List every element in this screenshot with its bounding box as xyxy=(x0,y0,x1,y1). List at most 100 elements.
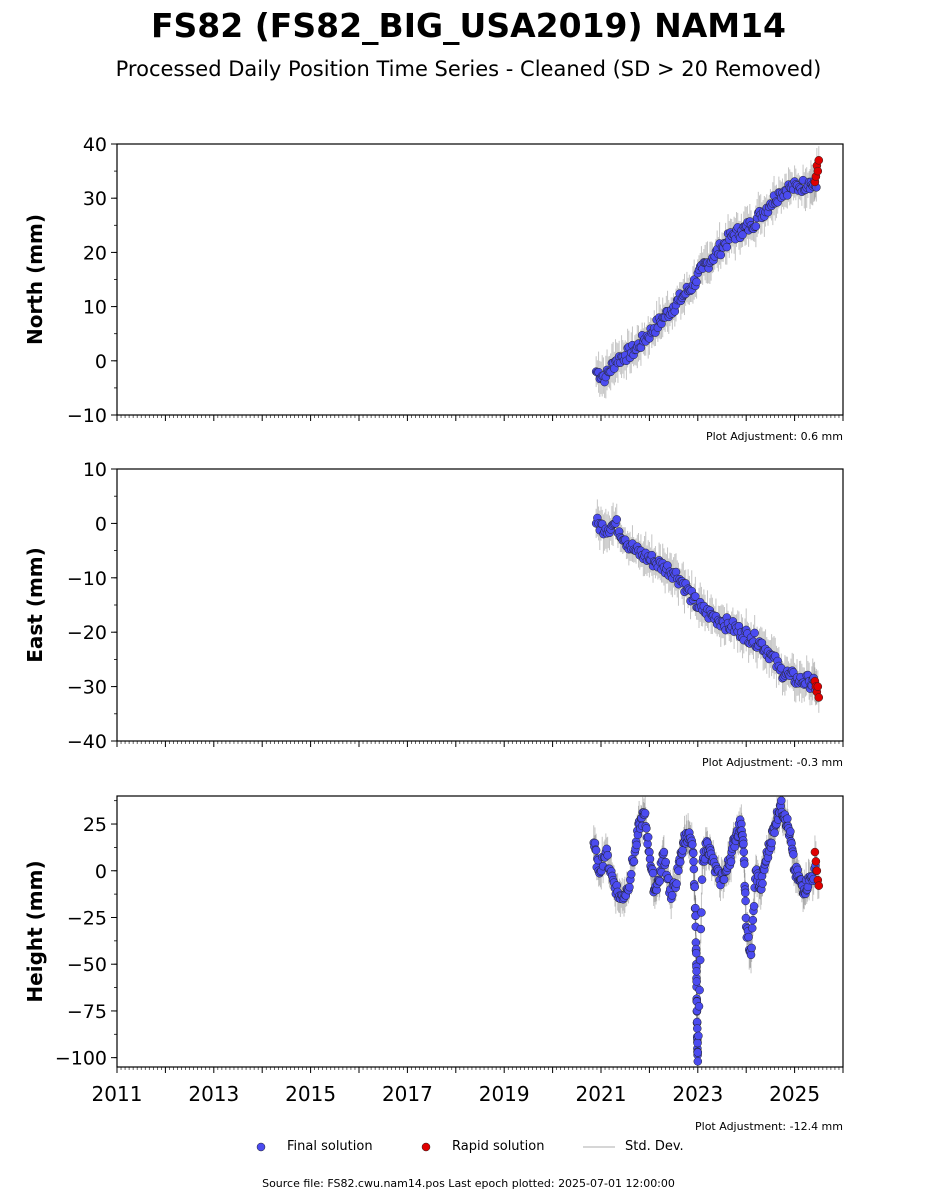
rapid-solution-point xyxy=(810,847,820,857)
final-solution-point xyxy=(783,191,792,200)
final-solution-point xyxy=(667,891,677,900)
chart-title: FS82 (FS82_BIG_USA2019) NAM14 xyxy=(151,6,786,45)
y-tick-label: 40 xyxy=(83,134,107,156)
x-tick-label: 2011 xyxy=(92,1082,143,1106)
final-solution-point xyxy=(693,1038,702,1048)
y-tick-label: −75 xyxy=(67,1001,107,1023)
y-tick-label: 30 xyxy=(83,188,107,210)
final-solution-point xyxy=(738,230,747,239)
final-solution-point xyxy=(786,827,795,836)
final-solution-point xyxy=(770,828,779,838)
final-solution-point xyxy=(689,857,698,866)
y-tick-label: −10 xyxy=(67,405,107,427)
final-solution-point xyxy=(719,875,729,884)
y-tick-label: 10 xyxy=(83,459,107,481)
rapid-solution-point xyxy=(814,881,824,890)
final-solution-point xyxy=(672,879,681,888)
final-solution-point xyxy=(693,1024,702,1033)
final-solution-point xyxy=(747,943,756,953)
final-solution-point xyxy=(642,824,651,833)
final-solution-point xyxy=(629,857,639,866)
final-solution-point xyxy=(694,1031,703,1041)
final-solution-point xyxy=(692,977,701,986)
y-tick-label: −50 xyxy=(67,954,107,976)
final-solution-point xyxy=(748,915,758,925)
y-tick-label: 0 xyxy=(95,513,107,535)
plot-adjustment: Plot Adjustment: -12.4 mm xyxy=(695,1120,843,1133)
final-solution-point xyxy=(676,857,685,867)
final-solution-point xyxy=(648,868,658,878)
final-solution-point xyxy=(741,888,750,898)
final-solution-point xyxy=(777,796,786,805)
final-solution-point xyxy=(748,923,757,933)
final-solution-point xyxy=(739,847,749,857)
legend-rapid-label: Rapid solution xyxy=(452,1139,545,1154)
y-tick-label: 25 xyxy=(83,814,107,836)
final-solution-point xyxy=(612,515,621,524)
y-tick-label: −10 xyxy=(67,568,107,590)
final-solution-point xyxy=(692,967,701,976)
final-solution-point xyxy=(783,814,792,823)
final-solution-point xyxy=(632,840,641,850)
final-solution-point xyxy=(749,901,759,911)
final-solution-point xyxy=(693,1057,703,1066)
final-solution-point xyxy=(716,250,726,260)
x-tick-label: 2025 xyxy=(769,1082,820,1106)
final-solution-point xyxy=(655,877,664,886)
y-tick-label: −100 xyxy=(55,1048,107,1070)
y-tick-label: −30 xyxy=(67,677,107,699)
x-tick-label: 2023 xyxy=(672,1082,723,1106)
final-solution-point xyxy=(751,222,761,231)
final-solution-point xyxy=(661,857,670,867)
x-tick-label: 2015 xyxy=(285,1082,336,1106)
legend-stddev-line xyxy=(583,1146,615,1148)
final-solution-point xyxy=(767,838,776,848)
final-solution-point xyxy=(640,808,650,818)
y-tick-label: −20 xyxy=(67,622,107,644)
final-solution-point xyxy=(603,850,612,860)
y-axis-label: Height (mm) xyxy=(23,860,47,1002)
y-tick-label: 0 xyxy=(95,351,107,373)
rapid-solution-point xyxy=(813,682,823,691)
rapid-solution-point xyxy=(814,156,824,165)
final-solution-point xyxy=(750,628,759,638)
final-solution-point xyxy=(627,869,636,879)
final-solution-point xyxy=(758,879,767,888)
y-tick-label: 20 xyxy=(83,242,107,264)
final-solution-point xyxy=(722,242,732,252)
x-tick-label: 2017 xyxy=(382,1082,433,1106)
final-solution-point xyxy=(695,985,704,995)
final-solution-point xyxy=(696,924,706,934)
x-tick-label: 2013 xyxy=(188,1082,239,1106)
final-solution-point xyxy=(625,882,634,892)
final-solution-point xyxy=(693,1048,702,1057)
final-solution-point xyxy=(691,948,701,958)
final-solution-point xyxy=(740,859,749,869)
legend-final-label: Final solution xyxy=(287,1139,373,1154)
final-solution-point xyxy=(744,932,753,942)
final-solution-point xyxy=(691,592,700,601)
final-solution-point xyxy=(694,1002,704,1011)
legend-stddev-label: Std. Dev. xyxy=(625,1139,684,1154)
final-solution-point xyxy=(689,849,698,858)
y-tick-label: 0 xyxy=(95,861,107,883)
panel-1-frame xyxy=(116,143,844,416)
final-solution-point xyxy=(688,840,697,849)
final-solution-point xyxy=(741,896,750,906)
final-solution-point xyxy=(692,277,701,287)
legend: Final solution Rapid solution Std. Dev. xyxy=(0,1139,937,1159)
y-tick-label: −40 xyxy=(67,731,107,753)
final-solution-point xyxy=(659,847,669,857)
final-solution-point xyxy=(697,908,706,917)
x-tick-label: 2019 xyxy=(479,1082,530,1106)
final-solution-point xyxy=(690,882,700,892)
chart-subtitle: Processed Daily Position Time Series - C… xyxy=(115,57,822,81)
y-tick-label: 10 xyxy=(83,297,107,319)
rapid-solution-point xyxy=(813,166,823,176)
final-solution-point xyxy=(697,875,707,884)
y-tick-label: −25 xyxy=(67,907,107,929)
rapid-solution-point xyxy=(812,866,822,876)
legend-final-marker xyxy=(256,1142,266,1152)
final-solution-point xyxy=(789,850,798,859)
